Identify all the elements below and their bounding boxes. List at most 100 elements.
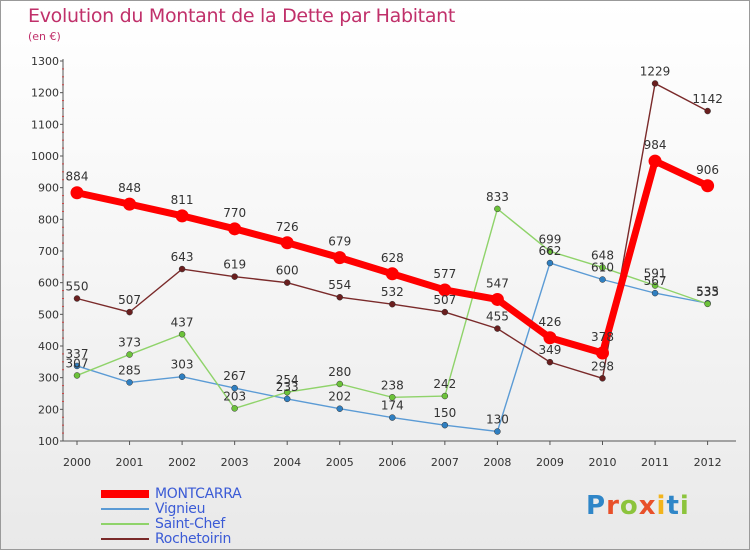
data-point-montcarra bbox=[648, 154, 662, 168]
data-label-rochetoirin: 619 bbox=[223, 258, 246, 272]
data-point-saint-chef bbox=[336, 380, 343, 388]
data-point-saint-chef bbox=[599, 264, 606, 271]
data-label-rochetoirin: 1142 bbox=[692, 92, 723, 106]
data-point-saint-chef bbox=[546, 248, 554, 255]
data-point-rochetoirin bbox=[651, 80, 659, 87]
x-tick-label: 2006 bbox=[378, 456, 406, 469]
axes: 100 200 300 400 500 600 700 800 900 1000 1100 1200 1… bbox=[31, 55, 736, 469]
x-tick-label: 2009 bbox=[536, 456, 564, 469]
data-label-saint-chef: 833 bbox=[486, 190, 509, 204]
logo-letter: x bbox=[638, 491, 657, 521]
chart-title: Evolution du Montant de la Dette par Hab… bbox=[28, 5, 456, 27]
data-point-vignieu bbox=[389, 414, 396, 421]
data-label-montcarra: 884 bbox=[66, 170, 89, 184]
data-label-vignieu: 150 bbox=[433, 406, 456, 420]
data-point-saint-chef bbox=[494, 205, 501, 213]
data-point-rochetoirin bbox=[178, 265, 186, 273]
data-point-vignieu bbox=[494, 428, 501, 435]
data-label-saint-chef: 437 bbox=[171, 315, 194, 329]
data-point-vignieu bbox=[441, 421, 449, 429]
data-label-saint-chef: 307 bbox=[66, 356, 89, 370]
data-label-rochetoirin: 455 bbox=[486, 310, 509, 324]
y-tick-label: 400 bbox=[38, 340, 59, 353]
data-label-vignieu: 285 bbox=[118, 363, 141, 377]
data-point-montcarra bbox=[438, 283, 452, 297]
data-label-saint-chef: 591 bbox=[644, 267, 667, 281]
logo-letter: i bbox=[679, 491, 690, 521]
data-point-montcarra bbox=[333, 251, 347, 265]
data-point-rochetoirin bbox=[494, 325, 501, 332]
data-point-montcarra bbox=[596, 346, 609, 360]
legend-label-vignieu: Vignieu bbox=[155, 501, 206, 517]
data-label-vignieu: 267 bbox=[223, 369, 246, 383]
data-point-rochetoirin bbox=[546, 358, 554, 366]
y-tick-label: 1000 bbox=[31, 150, 59, 163]
data-label-vignieu: 610 bbox=[591, 261, 614, 275]
data-point-rochetoirin bbox=[231, 273, 238, 280]
data-point-rochetoirin bbox=[283, 279, 291, 286]
data-label-rochetoirin: 507 bbox=[433, 293, 456, 307]
data-label-vignieu: 535 bbox=[696, 284, 719, 298]
y-tick-label: 1300 bbox=[31, 55, 59, 68]
logo-letter: i bbox=[656, 491, 667, 521]
series-layer bbox=[70, 80, 715, 435]
data-label-vignieu: 567 bbox=[644, 274, 667, 288]
x-tick-label: 2005 bbox=[326, 456, 354, 469]
y-tick-label: 200 bbox=[38, 403, 59, 416]
data-label-rochetoirin: 550 bbox=[66, 280, 89, 294]
data-label-montcarra: 811 bbox=[171, 193, 194, 207]
data-label-vignieu: 202 bbox=[328, 390, 351, 404]
x-tick-label: 2011 bbox=[641, 456, 669, 469]
data-point-vignieu bbox=[178, 373, 186, 380]
data-point-vignieu bbox=[336, 405, 343, 412]
data-point-vignieu bbox=[546, 259, 554, 267]
data-label-saint-chef: 280 bbox=[328, 365, 351, 379]
data-label-montcarra: 770 bbox=[223, 206, 246, 220]
data-point-rochetoirin bbox=[441, 308, 449, 316]
logo-letter: P bbox=[586, 491, 607, 521]
data-label-montcarra: 577 bbox=[433, 267, 456, 281]
data-label-montcarra: 984 bbox=[644, 138, 667, 152]
data-point-rochetoirin bbox=[599, 375, 606, 382]
data-label-vignieu: 303 bbox=[171, 358, 194, 372]
data-point-rochetoirin bbox=[336, 293, 343, 301]
data-point-saint-chef bbox=[389, 394, 396, 401]
data-point-montcarra bbox=[123, 197, 137, 211]
data-label-saint-chef: 373 bbox=[118, 336, 141, 350]
data-labels-layer: 337 285 303 267 233 202 174 150 130 662 610 567 535 3… bbox=[66, 64, 723, 426]
data-label-saint-chef: 533 bbox=[696, 285, 719, 299]
logo-letter: t bbox=[666, 491, 680, 521]
data-point-saint-chef bbox=[441, 392, 449, 400]
series-saint-chef bbox=[73, 205, 711, 412]
x-tick-label: 2004 bbox=[273, 456, 301, 469]
y-tick-label: 600 bbox=[38, 277, 59, 290]
data-label-saint-chef: 648 bbox=[591, 248, 614, 262]
data-point-vignieu bbox=[599, 276, 606, 283]
data-label-saint-chef: 254 bbox=[276, 373, 299, 387]
data-point-vignieu bbox=[651, 289, 659, 297]
y-tick-label: 1200 bbox=[31, 87, 59, 100]
legend-swatch-montcarra bbox=[101, 490, 149, 498]
x-tick-label: 2007 bbox=[431, 456, 459, 469]
data-label-vignieu: 174 bbox=[381, 399, 404, 413]
x-tick-label: 2003 bbox=[221, 456, 249, 469]
data-label-vignieu: 233 bbox=[276, 380, 299, 394]
data-point-saint-chef bbox=[651, 282, 659, 289]
data-point-rochetoirin bbox=[126, 308, 133, 316]
data-label-montcarra: 426 bbox=[538, 315, 561, 329]
y-tick-label: 500 bbox=[38, 308, 59, 321]
data-point-vignieu bbox=[231, 384, 238, 392]
data-point-montcarra bbox=[228, 222, 242, 236]
data-label-rochetoirin: 298 bbox=[591, 359, 614, 373]
x-tick-label: 2008 bbox=[483, 456, 511, 469]
y-tick-label: 700 bbox=[38, 245, 59, 258]
data-point-rochetoirin bbox=[704, 107, 711, 115]
data-point-rochetoirin bbox=[389, 300, 396, 308]
unit-label: (en €) bbox=[28, 30, 61, 43]
legend-swatch-vignieu bbox=[101, 508, 149, 510]
data-label-saint-chef: 203 bbox=[223, 389, 246, 403]
legend-label-rochetoirin: Rochetoirin bbox=[155, 531, 232, 547]
data-point-saint-chef bbox=[73, 372, 81, 379]
data-label-rochetoirin: 643 bbox=[171, 250, 194, 264]
